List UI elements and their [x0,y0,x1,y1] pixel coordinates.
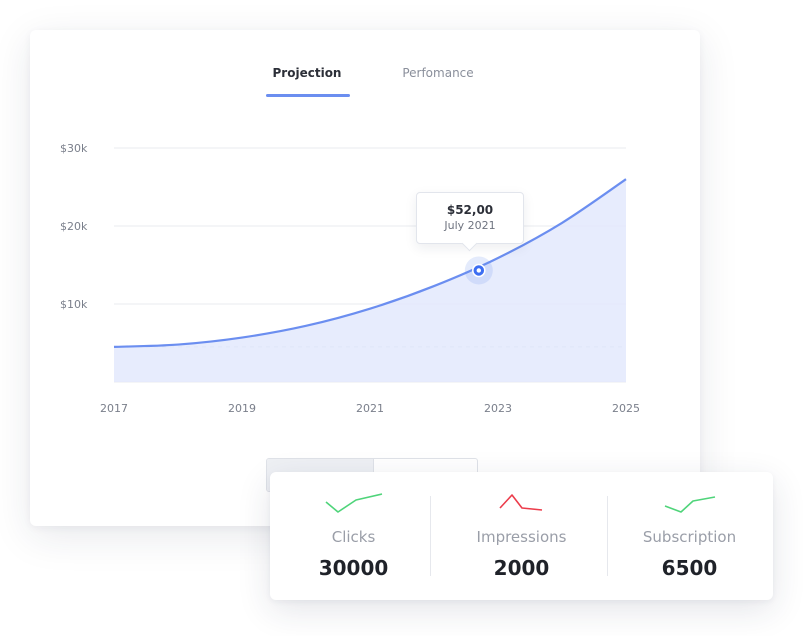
stat-divider [607,496,608,576]
x-tick-label: 2021 [356,402,384,415]
y-tick-label: $30k [60,142,88,155]
y-tick-label: $20k [60,220,88,233]
stat-label: Impressions [476,528,567,546]
tab-bar: Projection Perfomance [30,30,700,110]
stat-value: 2000 [493,556,550,580]
trend-up-icon [324,493,382,513]
x-tick-label: 2025 [612,402,640,415]
tab-performance[interactable]: Perfomance [402,66,474,80]
y-tick-label: $10k [60,298,88,311]
x-tick-label: 2019 [228,402,256,415]
x-tick-label: 2017 [100,402,128,415]
stat-label: Clicks [331,528,376,546]
tooltip-value: $52,00 [446,203,494,217]
chart-tooltip: $52,00 July 2021 [416,192,524,244]
series-line [113,178,627,348]
trend-up-icon [664,496,715,513]
area-fill [114,179,626,382]
tab-projection[interactable]: Projection [272,66,342,80]
stat-subscription: Subscription 6500 [606,472,773,600]
stat-impressions: Impressions 2000 [438,472,605,600]
active-tab-indicator [266,94,350,97]
tooltip-date: July 2021 [444,219,496,232]
stats-card: Clicks 30000 Impressions 2000 Subscripti… [270,472,773,600]
stat-divider [430,496,431,576]
stat-value: 30000 [318,556,389,580]
trend-down-icon [498,494,542,511]
x-tick-label: 2023 [484,402,512,415]
projection-card: Projection Perfomance $30k $20k $10k 2017 20… [30,30,700,526]
marker-center [476,268,481,273]
projection-chart: $30k $20k $10k 2017 2019 2021 2023 2025 [60,142,640,415]
stat-label: Subscription [642,528,737,546]
stat-value: 6500 [661,556,718,580]
stat-clicks: Clicks 30000 [270,472,437,600]
